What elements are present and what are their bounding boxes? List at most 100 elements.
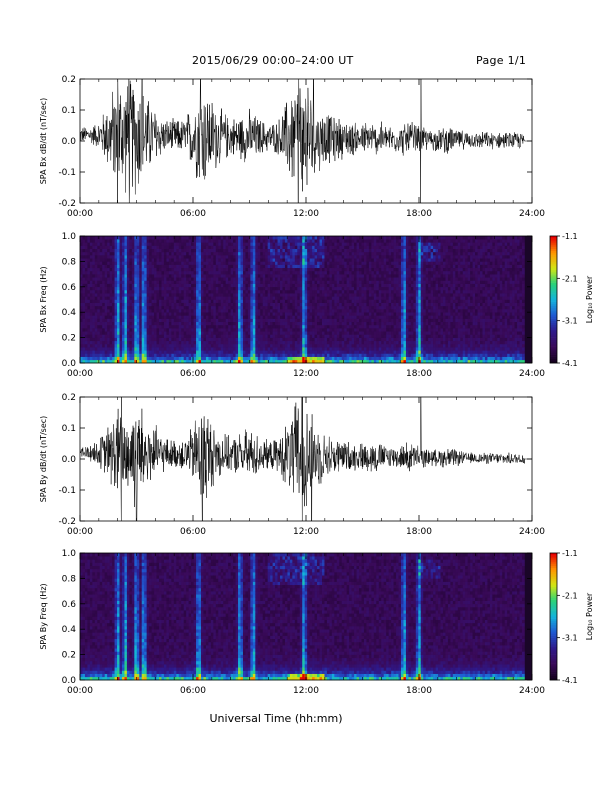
panel2-cell [366, 353, 370, 357]
panel2-cell [245, 356, 249, 361]
panel2-cell [203, 286, 207, 291]
panel2-cell [324, 353, 328, 357]
panel2-cell [144, 236, 147, 240]
panel2-cell [188, 328, 192, 332]
panel2-cell [373, 264, 377, 269]
panel2-cell [240, 264, 244, 269]
panel2-cell [176, 328, 180, 332]
panel2-cell [220, 356, 224, 361]
panel2-cell [302, 305, 305, 310]
panel2-cell [262, 236, 266, 240]
panel2-cell [346, 350, 350, 354]
panel2-cell [282, 267, 286, 272]
panel2-cell [210, 299, 214, 303]
panel2-cell [324, 324, 328, 329]
panel2-cell [334, 299, 338, 303]
panel2-cell [230, 324, 234, 329]
panel2-cell [371, 270, 375, 275]
panel2-cell [312, 283, 315, 288]
panel2-cell [294, 264, 298, 269]
panel2-cell [292, 321, 296, 326]
panel2-cell [381, 309, 385, 313]
panel2-cell [240, 280, 244, 284]
panel2-cell [280, 328, 283, 332]
panel2-cell [334, 261, 338, 265]
panel2-cell [92, 242, 96, 246]
panel2-cell [297, 248, 301, 253]
panel2-cell [351, 289, 355, 294]
panel2-cell [141, 296, 145, 300]
panel2-cell [141, 242, 145, 246]
panel2-cell [94, 350, 98, 354]
panel2-cell [220, 328, 224, 332]
panel2-cell [361, 261, 365, 265]
panel2-cell [92, 289, 96, 294]
panel2-cell [168, 251, 172, 256]
panel2-cell [139, 309, 143, 313]
panel2-cell [260, 283, 264, 288]
panel2-cell [220, 299, 224, 303]
panel2-cell [218, 242, 222, 246]
panel2-cell [297, 280, 301, 284]
panel2-cell [294, 277, 298, 281]
panel2-cell [319, 302, 323, 307]
panel2-cell [149, 258, 152, 262]
panel2-cell [136, 309, 140, 313]
panel2-cell [302, 248, 305, 253]
panel2-cell [265, 305, 268, 310]
panel2-cell [186, 251, 189, 256]
panel2-cell [346, 293, 350, 297]
panel2-cell [302, 264, 305, 269]
panel2-cell [225, 242, 229, 246]
panel2-cell [242, 251, 246, 256]
panel2-cell [149, 321, 152, 326]
panel2-cell [376, 299, 380, 303]
panel2-cell [144, 347, 147, 351]
panel2-cell [94, 334, 98, 338]
panel2-cell [356, 264, 360, 269]
panel2-cell [376, 261, 380, 265]
panel2-cell [282, 296, 286, 300]
panel2-cell [104, 350, 108, 354]
panel2-cell [215, 258, 219, 262]
panel2-cell [131, 318, 135, 323]
panel2-cell [326, 293, 330, 297]
panel2-cell [257, 318, 261, 323]
panel2-cell [341, 359, 345, 364]
panel2-cell [203, 299, 207, 303]
panel2-cell [304, 309, 308, 313]
panel2-cell [233, 331, 236, 335]
panel2-cell [119, 274, 123, 278]
panel2-cell [341, 343, 345, 348]
panel2-cell [376, 343, 380, 348]
panel2-cell [326, 255, 330, 259]
panel2-cell [176, 264, 180, 269]
panel2-cell [198, 359, 202, 364]
panel2-cell [176, 321, 180, 326]
panel2-cell [161, 305, 165, 310]
panel2-cell [225, 270, 229, 275]
panel2-cell [144, 318, 147, 323]
panel2-cell [205, 283, 209, 288]
panel2-cell [176, 258, 180, 262]
panel2-cell [193, 315, 197, 319]
panel2-cell [126, 264, 130, 269]
panel2-cell [284, 267, 288, 272]
panel2-cell [257, 277, 261, 281]
panel2-cell [294, 302, 298, 307]
panel2-cell [97, 248, 101, 253]
panel2-cell [242, 302, 246, 307]
panel2-cell [262, 343, 266, 348]
panel2-cell [277, 324, 281, 329]
panel2-cell [99, 293, 103, 297]
panel2-cell [117, 286, 120, 291]
panel2-cell [238, 302, 241, 307]
panel2-cell [112, 302, 115, 307]
panel2-cell [307, 312, 310, 316]
panel2-cell [117, 321, 120, 326]
panel2-cell [284, 359, 288, 364]
panel2-cell [262, 359, 266, 364]
panel2-cell [341, 286, 345, 291]
panel2-cell [92, 261, 96, 265]
panel2-cell [114, 296, 118, 300]
